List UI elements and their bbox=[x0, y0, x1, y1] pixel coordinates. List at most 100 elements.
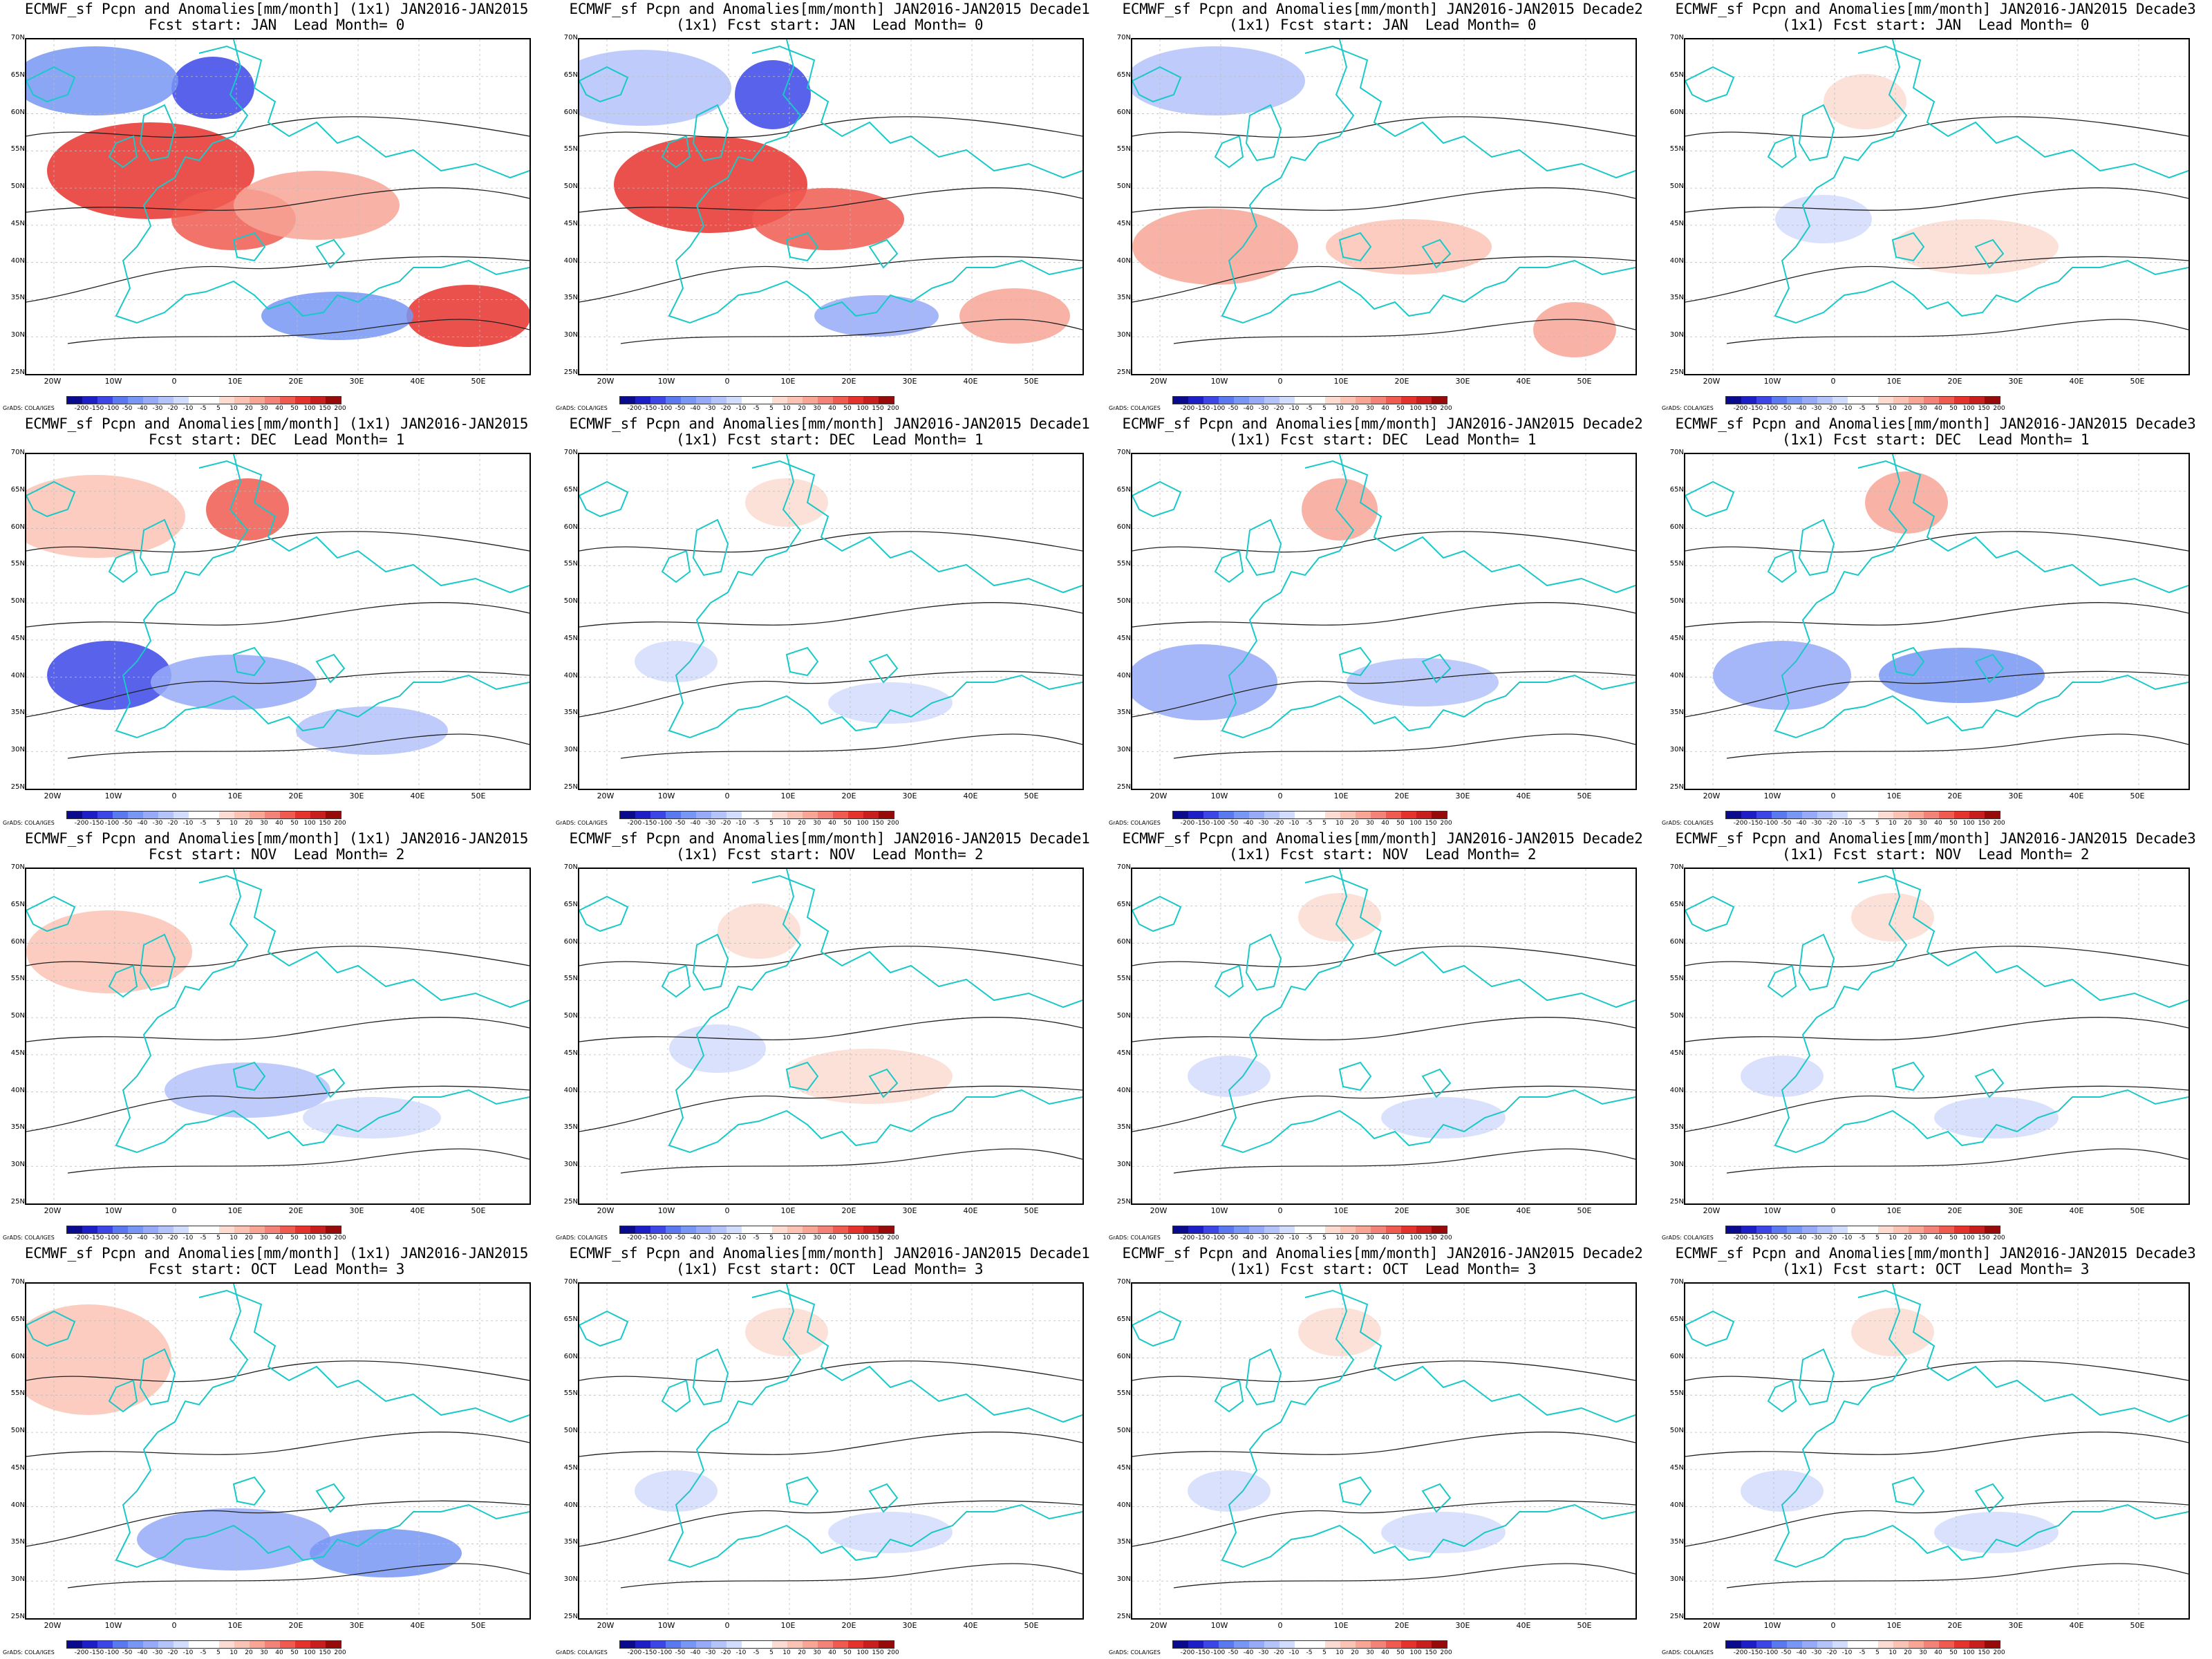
colorbar-label: 50 bbox=[843, 1649, 852, 1656]
colorbar-label: -150 bbox=[1195, 820, 1210, 827]
lon-tick-label: 40E bbox=[1516, 1621, 1531, 1630]
coastline bbox=[1685, 66, 2005, 269]
lat-tick-label: 60N bbox=[1116, 523, 1131, 531]
precip-contour bbox=[620, 733, 1082, 759]
lon-tick-label: 30E bbox=[349, 1621, 364, 1630]
colorbar-label: 30 bbox=[260, 405, 268, 412]
lon-tick-label: 20E bbox=[288, 1206, 303, 1215]
colorbar-swatch bbox=[250, 812, 265, 818]
colorbar-swatch bbox=[1188, 812, 1203, 818]
coastline bbox=[108, 518, 176, 583]
colorbar-swatch bbox=[1340, 812, 1356, 818]
colorbar-swatch bbox=[82, 812, 97, 818]
coastline bbox=[1857, 45, 2188, 179]
colorbar-label: -10 bbox=[735, 820, 747, 827]
lat-tick-label: 30N bbox=[1116, 1161, 1131, 1169]
colorbar-swatch bbox=[265, 397, 280, 404]
colorbar-label: -150 bbox=[89, 820, 104, 827]
colorbar-swatch bbox=[280, 1641, 295, 1648]
colorbar-swatch bbox=[234, 1641, 250, 1648]
colorbar-swatch bbox=[1310, 397, 1325, 404]
colorbar-swatch bbox=[711, 812, 727, 818]
colorbar-label: 150 bbox=[319, 1235, 331, 1241]
colorbar-swatch bbox=[219, 812, 234, 818]
map-svg bbox=[579, 869, 1082, 1203]
panel-title: ECMWF_sf Pcpn and Anomalies[mm/month] JA… bbox=[1659, 1246, 2212, 1277]
colorbar-label: -20 bbox=[720, 405, 731, 412]
colorbar-swatch bbox=[67, 812, 82, 818]
lon-tick-label: 40E bbox=[410, 1206, 425, 1215]
colorbar-label: -40 bbox=[1796, 820, 1807, 827]
colorbar-swatch bbox=[1726, 1226, 1741, 1233]
colorbar-swatch bbox=[1295, 1641, 1310, 1648]
colorbar-swatch bbox=[833, 812, 848, 818]
colorbar-label: -10 bbox=[735, 405, 747, 412]
colorbar-swatch bbox=[265, 812, 280, 818]
coastline bbox=[1685, 480, 2005, 684]
colorbar-swatch bbox=[67, 1226, 82, 1233]
colorbar-swatch bbox=[1969, 397, 1985, 404]
coastline bbox=[1767, 933, 1835, 998]
lat-tick-label: 70N bbox=[10, 34, 25, 41]
lon-tick-label: 0 bbox=[1830, 377, 1836, 386]
colorbar-label: -50 bbox=[122, 820, 133, 827]
colorbar-label: 50 bbox=[843, 820, 852, 827]
lat-tick-label: 40N bbox=[10, 1501, 25, 1509]
panel-title-line1: ECMWF_sf Pcpn and Anomalies[mm/month] JA… bbox=[1122, 1245, 1643, 1262]
colorbar-swatch bbox=[833, 1641, 848, 1648]
colorbar-label: 10 bbox=[1335, 1649, 1344, 1656]
coastline bbox=[661, 104, 729, 169]
anomaly-shading bbox=[1381, 1097, 1506, 1138]
lat-tick-label: 35N bbox=[1116, 1538, 1131, 1546]
panel-title-line1: ECMWF_sf Pcpn and Anomalies[mm/month] (1… bbox=[24, 1, 529, 17]
coastline bbox=[115, 869, 529, 1154]
anomaly-shading bbox=[1851, 1308, 1934, 1356]
forecast-panel: ECMWF_sf Pcpn and Anomalies[mm/month] JA… bbox=[553, 1244, 1106, 1659]
colorbar-label: -50 bbox=[675, 1649, 686, 1656]
colorbar-label: -100 bbox=[657, 405, 673, 412]
colorbar-swatch bbox=[1203, 812, 1219, 818]
panel-title: ECMWF_sf Pcpn and Anomalies[mm/month] JA… bbox=[1106, 831, 1659, 863]
lon-tick-label: 50E bbox=[1577, 1621, 1592, 1630]
colorbar-swatch bbox=[696, 812, 711, 818]
colorbar-label: -200 bbox=[627, 1649, 642, 1656]
colorbar-swatch bbox=[727, 1226, 742, 1233]
colorbar-label: 20 bbox=[1904, 1649, 1912, 1656]
lon-tick-label: 20W bbox=[44, 377, 62, 386]
colorbar-swatch bbox=[1939, 1226, 1954, 1233]
lon-tick-label: 20W bbox=[44, 1206, 62, 1215]
coastline bbox=[108, 933, 176, 998]
panel-title-line2: (1x1) Fcst start: NOV Lead Month= 2 bbox=[675, 846, 984, 863]
coastline bbox=[1132, 895, 1452, 1098]
colorbar-label: -40 bbox=[690, 1235, 701, 1241]
colorbar-label: 20 bbox=[1351, 1235, 1359, 1241]
coastline bbox=[751, 1289, 1082, 1423]
lon-tick-label: 0 bbox=[724, 377, 730, 386]
forecast-panel: ECMWF_sf Pcpn and Anomalies[mm/month] JA… bbox=[553, 415, 1106, 830]
lon-tick-label: 10W bbox=[104, 791, 122, 800]
colorbar-swatch bbox=[1802, 397, 1817, 404]
panel-title-line2: (1x1) Fcst start: JAN Lead Month= 0 bbox=[675, 17, 984, 33]
colorbar-label: 50 bbox=[1396, 820, 1405, 827]
lat-tick-label: 60N bbox=[563, 108, 578, 116]
anomaly-shading bbox=[718, 903, 800, 959]
colorbar-swatch bbox=[650, 397, 666, 404]
lat-tick-label: 45N bbox=[563, 1463, 578, 1472]
lat-tick-label: 55N bbox=[1116, 1389, 1131, 1398]
colorbar-label: -30 bbox=[705, 1649, 716, 1656]
lat-tick-label: 40N bbox=[563, 1501, 578, 1509]
coastline bbox=[751, 45, 1082, 179]
colorbar-swatch bbox=[681, 1226, 696, 1233]
colorbar bbox=[1172, 396, 1447, 404]
colorbar-label: -200 bbox=[627, 820, 642, 827]
colorbar-swatch bbox=[803, 1641, 818, 1648]
colorbar-label: -40 bbox=[1243, 1649, 1254, 1656]
panel-title: ECMWF_sf Pcpn and Anomalies[mm/month] JA… bbox=[1106, 1246, 1659, 1277]
colorbar-swatch bbox=[620, 1641, 635, 1648]
grads-credit: GrADS: COLA/IGES bbox=[1662, 405, 1714, 411]
grads-credit: GrADS: COLA/IGES bbox=[1662, 820, 1714, 826]
colorbar-swatch bbox=[1954, 812, 1969, 818]
colorbar-label: -150 bbox=[89, 405, 104, 412]
coastline bbox=[108, 104, 176, 169]
lat-tick-label: 65N bbox=[1116, 485, 1131, 494]
